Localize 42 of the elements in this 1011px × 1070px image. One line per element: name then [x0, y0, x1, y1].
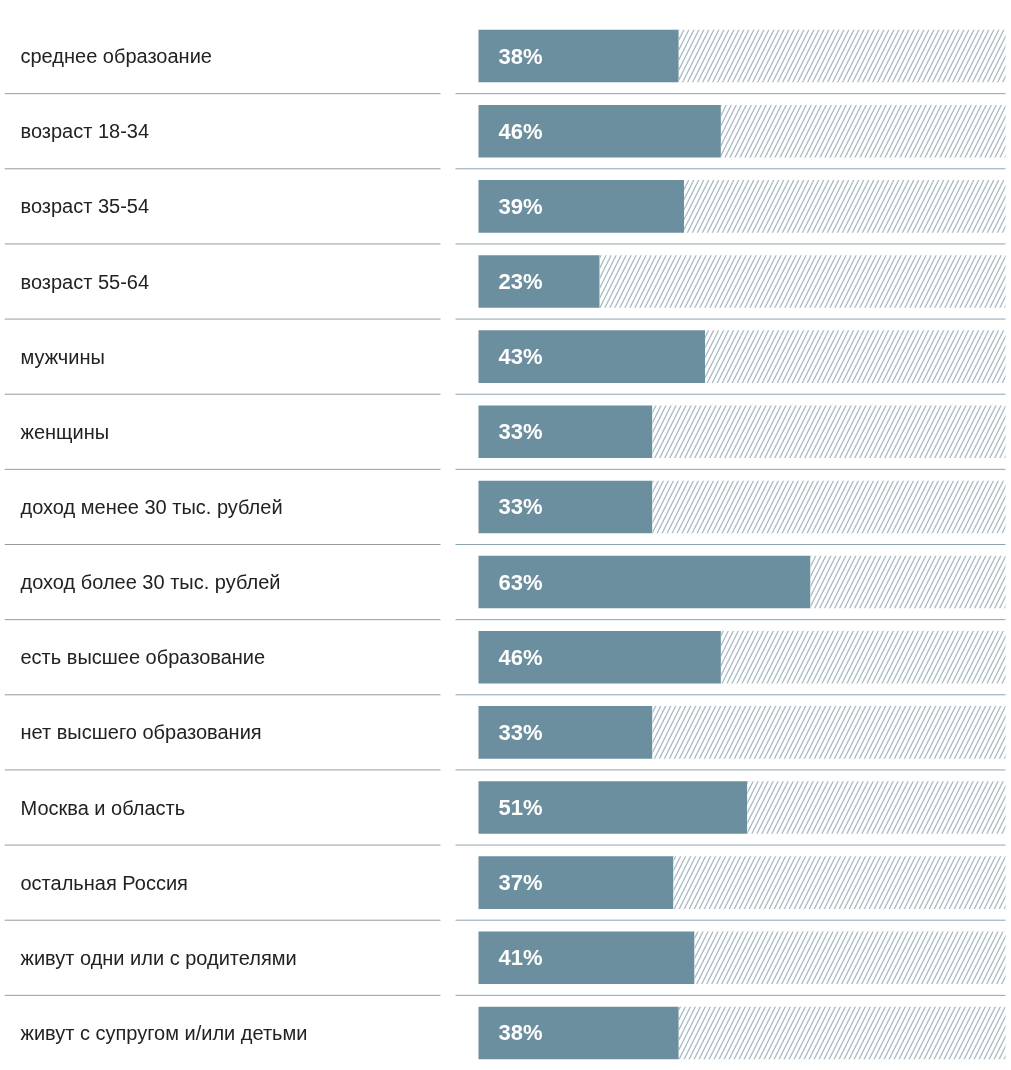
y-tick-label: женщины — [20, 420, 110, 443]
bar — [478, 856, 674, 909]
y-tick-label: живут с супругом и/или детьми — [20, 1021, 308, 1044]
bar — [478, 931, 695, 985]
bar — [478, 781, 748, 834]
data-label: 33% — [498, 719, 543, 745]
bar — [478, 330, 706, 383]
data-label: 33% — [498, 494, 543, 520]
y-tick-label: нет высшего образования — [20, 721, 262, 744]
data-label: 33% — [498, 419, 543, 445]
data-label: 63% — [498, 569, 543, 595]
bar — [478, 180, 685, 233]
bar — [478, 480, 653, 534]
data-label: 38% — [498, 1020, 543, 1046]
y-tick-label: доход менее 30 тыс. рублей — [20, 495, 283, 518]
bar — [478, 405, 653, 459]
data-label: 39% — [498, 193, 543, 219]
y-tick-label: возраст 55-64 — [20, 270, 150, 293]
data-label: 51% — [498, 795, 543, 820]
y-tick-label: среднее образоание — [20, 45, 212, 68]
y-tick-label: остальная Россия — [20, 871, 188, 894]
data-label: 46% — [498, 118, 543, 144]
y-tick-label: доход более 30 тыс. рублей — [20, 571, 281, 594]
bar — [478, 630, 721, 684]
data-label: 23% — [498, 269, 543, 294]
data-label: 46% — [498, 644, 543, 670]
data-label: 38% — [498, 43, 543, 69]
y-tick-label: мужчины — [20, 345, 105, 368]
data-label: 41% — [498, 945, 543, 971]
bar — [478, 104, 721, 158]
y-tick-label: возраст 18-34 — [20, 120, 150, 143]
data-label: 37% — [498, 870, 543, 896]
bar — [478, 1006, 679, 1060]
y-tick-label: Москва и область — [20, 796, 186, 819]
bar — [478, 555, 811, 609]
y-tick-label: возраст 35-54 — [20, 195, 150, 218]
y-tick-label: есть высшее образование — [20, 646, 266, 669]
bar — [478, 706, 653, 759]
bar — [478, 29, 679, 83]
bar — [478, 255, 600, 308]
data-label: 43% — [498, 344, 543, 370]
y-tick-label: живут одни или с родителями — [20, 946, 297, 969]
